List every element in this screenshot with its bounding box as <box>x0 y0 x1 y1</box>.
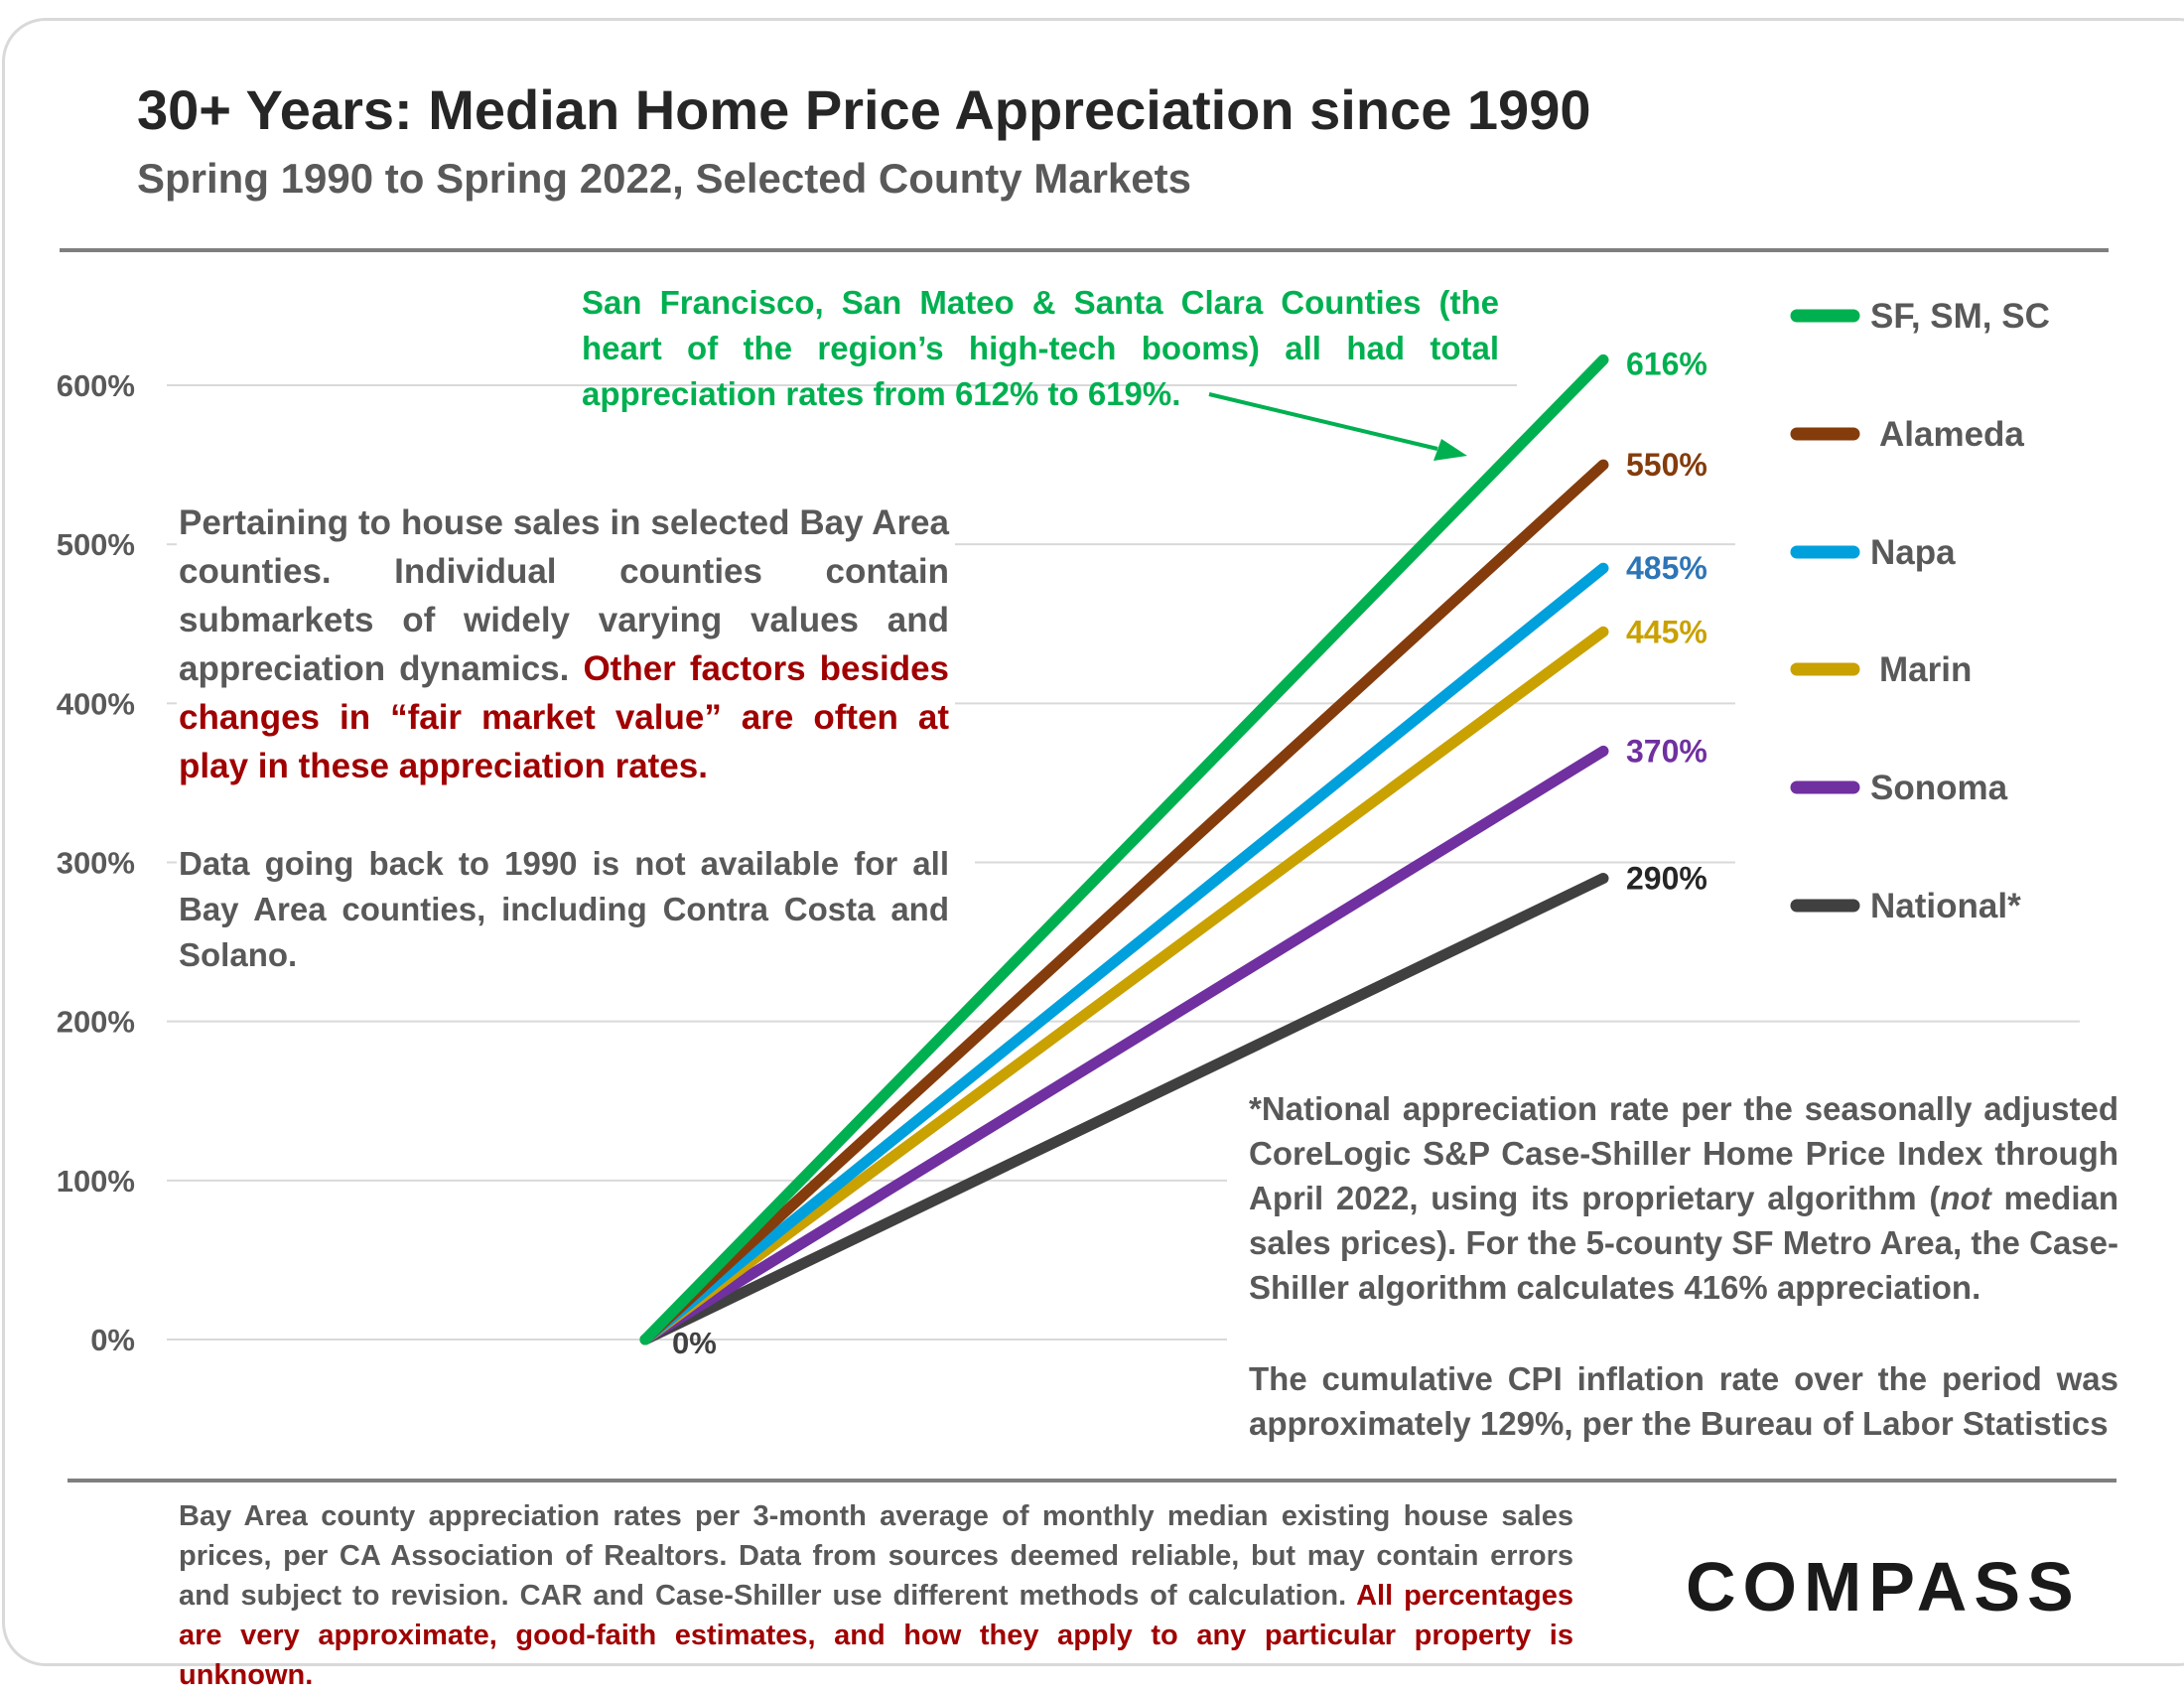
national-note: *National appreciation rate per the seas… <box>1249 1086 2118 1310</box>
legend-label-alameda: Alameda <box>1879 415 2024 454</box>
end-label-marin: 445% <box>1626 614 1707 649</box>
y-tick-label: 100% <box>57 1164 135 1199</box>
national-note-part1: *National appreciation rate per the seas… <box>1249 1090 2118 1216</box>
footer-text: Bay Area county appreciation rates per 3… <box>179 1500 1573 1612</box>
legend: SF, SM, SC Alameda Napa Marin Sonoma National… <box>1790 297 2050 925</box>
national-note-part2: median sales prices). For the 5-county S… <box>1249 1180 2118 1306</box>
left-note: Pertaining to house sales in selected Ba… <box>179 498 949 790</box>
callout-arrow-line <box>1208 392 1438 451</box>
compass-logo: COMPASS <box>1686 1548 2081 1625</box>
y-axis-tick-labels: 0% 100% 200% 300% 400% 500% 600% <box>57 368 135 1357</box>
y-tick-label: 500% <box>57 527 135 562</box>
y-tick-label: 600% <box>57 368 135 403</box>
end-label-national: 290% <box>1626 861 1707 897</box>
series-line-napa <box>639 562 1609 1345</box>
legend-label-sonoma: Sonoma <box>1870 769 2008 807</box>
bottom-rule <box>68 1479 2116 1483</box>
availability-text: Data going back to 1990 is not available… <box>179 845 949 973</box>
legend-label-napa: Napa <box>1870 533 1956 572</box>
y-tick-label: 200% <box>57 1005 135 1040</box>
data-labels: 616% 550% 485% 445% 370% 290% 0% <box>672 346 1707 1360</box>
end-label-alameda: 550% <box>1626 447 1707 483</box>
national-note-emphasis: not <box>1940 1180 1991 1216</box>
end-label-sonoma: 370% <box>1626 733 1707 769</box>
series-line-national <box>639 873 1609 1345</box>
legend-label-marin: Marin <box>1879 650 1972 689</box>
series-lines <box>639 353 1609 1345</box>
end-label-napa: 485% <box>1626 550 1707 586</box>
y-tick-label: 0% <box>90 1323 135 1357</box>
callout-note: San Francisco, San Mateo & Santa Clara C… <box>582 280 1499 417</box>
footer-highlight: All percentages are very approximate, go… <box>179 1580 1573 1691</box>
legend-label-national: National* <box>1870 887 2021 925</box>
start-label: 0% <box>672 1326 717 1360</box>
footer-note: Bay Area county appreciation rates per 3… <box>179 1496 1573 1695</box>
callout-arrow <box>1208 392 1467 461</box>
chart-subtitle: Spring 1990 to Spring 2022, Selected Cou… <box>137 155 1191 202</box>
gridlines <box>167 384 2080 1341</box>
series-line-sf_sm_sc <box>639 353 1609 1345</box>
series-line-marin <box>639 626 1609 1345</box>
series-line-sonoma <box>639 745 1609 1345</box>
left-note-highlight: Other factors besides changes in “fair m… <box>179 649 949 785</box>
series-line-alameda <box>639 459 1609 1345</box>
legend-label-sf_sm_sc: SF, SM, SC <box>1870 297 2050 336</box>
y-tick-label: 300% <box>57 846 135 881</box>
callout-text: San Francisco, San Mateo & Santa Clara C… <box>582 284 1499 412</box>
callout-arrow-head <box>1433 439 1467 461</box>
chart-frame <box>2 18 2184 1666</box>
end-label-sf_sm_sc: 616% <box>1626 346 1707 381</box>
cpi-note: The cumulative CPI inflation rate over t… <box>1249 1356 2118 1446</box>
left-note-intro: Pertaining to house sales in selected Ba… <box>179 503 949 688</box>
y-tick-label: 400% <box>57 686 135 721</box>
availability-note: Data going back to 1990 is not available… <box>179 841 949 978</box>
chart-title: 30+ Years: Median Home Price Appreciatio… <box>137 78 1591 141</box>
top-rule <box>60 248 2109 252</box>
cpi-text: The cumulative CPI inflation rate over t… <box>1249 1360 2118 1442</box>
